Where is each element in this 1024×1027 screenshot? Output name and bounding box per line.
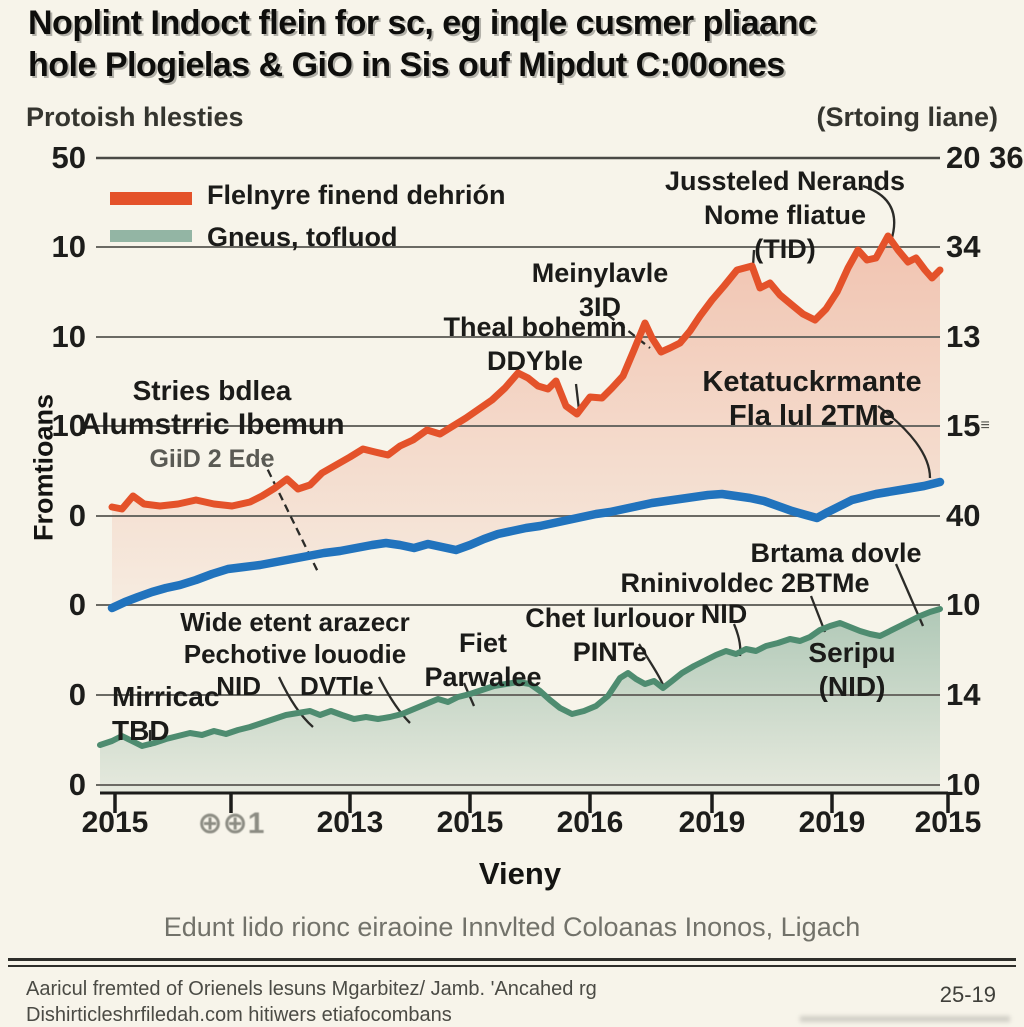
- legend-swatch-green: [110, 230, 192, 242]
- legend-swatch-orange: [110, 192, 192, 205]
- annotation-jussteled: Jussteled Nerands Nome fliatue (TID): [664, 166, 906, 264]
- annotation-brtama: Brtama dovle: [750, 538, 922, 568]
- footer-page-number: 25-19: [939, 982, 996, 1007]
- y-left-tick: 0: [68, 767, 86, 802]
- annotation-mirricac: Mirricac TBD: [112, 681, 220, 746]
- annotation-wide: Wide etent arazecr Pechotive louodie NID…: [180, 607, 410, 701]
- y-right-tick: 10: [946, 587, 981, 622]
- x-tick-label: 2019: [678, 806, 746, 839]
- y-left-tick: 50: [51, 140, 86, 175]
- annotation-fiet: Fiet Parwalee: [424, 628, 542, 692]
- y-left-tick: 10: [51, 319, 86, 354]
- x-tick-label: 2015: [81, 806, 149, 839]
- y-right-tick: 20 36: [946, 140, 1024, 175]
- annotation-stries: Stries bdlea Alumstrric Ibemun GiiD 2 Ed…: [79, 375, 345, 473]
- x-tick-label: 2015: [436, 806, 504, 839]
- divider-rule-top: [8, 958, 1016, 961]
- divider-rule-bottom: [8, 965, 1016, 967]
- series-lines: [97, 232, 945, 749]
- y-left-tick: 0: [68, 587, 86, 622]
- x-axis-title: Vieny: [478, 856, 562, 891]
- annotation-chet: Chet lurlouor PINTe: [525, 603, 695, 667]
- y-left-tick: 0: [68, 677, 86, 712]
- y-right-tick: 10: [946, 767, 981, 802]
- gridlines: [96, 156, 940, 786]
- x-tick-label: 2016: [556, 806, 624, 839]
- y-left-tick: 10: [51, 229, 86, 264]
- annotation-ketatuck: Ketatuckrmante Fla lul 2TMe: [702, 366, 922, 432]
- annotation-theal: Theal bohemn DDYble: [443, 312, 627, 376]
- x-tick-label: 2013: [316, 806, 384, 839]
- y-left-tick: 0: [68, 498, 86, 533]
- chart-subtitle-left: Protoish hlesties: [26, 102, 244, 132]
- y-right-tick: 13: [946, 319, 981, 354]
- chart-subtitle-right: (Srtoing liane): [816, 102, 999, 132]
- chart-caption: Edunt lido rionc eiraoine Innvlted Coloa…: [163, 912, 861, 942]
- x-axis: [100, 791, 950, 813]
- legend-label-green: Gneus, tofluod: [207, 222, 398, 252]
- annotation-seripu: Seripu (NID): [808, 637, 896, 702]
- footer-source-line2: Dishirticleshrfiledah.com hitiwers etiaf…: [26, 1004, 452, 1026]
- y-right-tick: 40: [946, 498, 981, 533]
- footer-faint-smudge: [800, 1016, 1010, 1022]
- y-right-tick: 34: [946, 229, 981, 264]
- page-title-line1: Noplint Indoct flein for sc, eg inqle cu…: [28, 4, 817, 42]
- y-right-tick: 14: [946, 677, 981, 712]
- y-right-tick: 15≡: [946, 408, 990, 443]
- x-tick-label-glyph: ⊕⊕1: [197, 807, 265, 840]
- y-left-tick: 10: [51, 408, 86, 443]
- annotation-meinylavle: Meinylavle 3ID: [531, 258, 669, 322]
- footer-source-line1: Aaricul fremted of Orienels lesuns Mgarb…: [26, 978, 597, 1000]
- annotation-rnini: Rninivoldec 2BTMe: [620, 568, 870, 598]
- annotation-nid: NID: [700, 599, 748, 629]
- x-tick-label: 2015: [914, 806, 982, 839]
- annotation-pointer-lines: [148, 184, 932, 747]
- page-title-line2: hole Plogielas & GiO in Sis ouf Mipdut C…: [28, 46, 785, 84]
- legend-label-orange: Flelnyre finend dehrión: [207, 180, 506, 210]
- x-tick-label: 2019: [798, 806, 866, 839]
